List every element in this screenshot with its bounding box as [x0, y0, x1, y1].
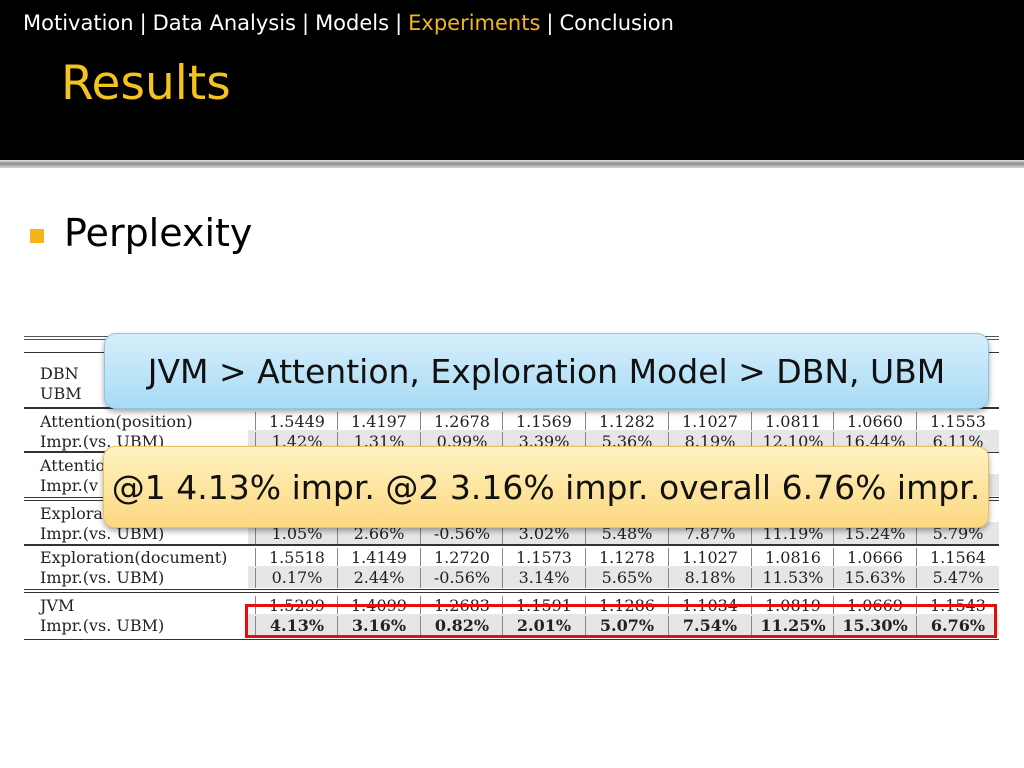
table-cell: 15.24%: [833, 524, 916, 544]
table-cell: 5.48%: [585, 524, 668, 544]
table-cell: 0.17%: [255, 568, 338, 588]
table-cell: 0.82%: [420, 616, 503, 636]
table-row-label: Impr.(vs. UBM): [40, 568, 165, 587]
table-cell: 1.05%: [255, 524, 338, 544]
table-cell: 15.63%: [833, 568, 916, 588]
breadcrumb: Motivation | Data Analysis | Models | Experime…: [23, 11, 674, 35]
ranking-callout: JVM > Attention, Exploration Model > DBN…: [104, 333, 989, 409]
table-row-label: Impr.(vs. UBM): [40, 524, 165, 543]
table-row-label: Impr.(v: [40, 476, 98, 495]
nav-item-experiments: Experiments: [408, 11, 541, 35]
improvement-callout-text: @1 4.13% impr. @2 3.16% impr. overall 6.…: [111, 467, 981, 507]
table-row-label: Exploration(document): [40, 548, 228, 567]
table-cell: 1.2720: [420, 548, 503, 568]
table-cell: 8.18%: [668, 568, 751, 588]
table-group-jvm: [24, 592, 999, 640]
bullet-perplexity: Perplexity: [64, 211, 253, 255]
header-divider: [0, 160, 1024, 168]
table-cell: 1.1282: [585, 412, 668, 432]
table-cell: 4.13%: [255, 616, 338, 636]
nav-item-models: Models: [315, 11, 390, 35]
table-cell: 2.66%: [337, 524, 420, 544]
table-cell: -0.56%: [420, 524, 503, 544]
slide-header: Motivation | Data Analysis | Models | Experime…: [0, 0, 1024, 160]
table-row: Impr.(vs. UBM) 4.13% 3.16% 0.82% 2.01% 5.07% 7…: [24, 614, 999, 636]
slide-title: Results: [61, 56, 231, 111]
table-cell: 11.25%: [751, 616, 834, 636]
table-cell: 1.1564: [916, 548, 999, 568]
nav-item-motivation: Motivation: [23, 11, 134, 35]
table-cell: 7.54%: [668, 616, 751, 636]
table-row: Impr.(vs. UBM) 0.17% 2.44% -0.56% 3.14% 5.65%…: [24, 566, 999, 588]
table-cell: 6.76%: [916, 616, 999, 636]
table-cell: 11.19%: [751, 524, 834, 544]
table-cell: 1.4197: [337, 412, 420, 432]
table-row: Exploration(document) 1.5518 1.4149 1.2720 1…: [24, 546, 999, 568]
bullet-square-icon: [30, 229, 44, 243]
table-cell: 1.1569: [502, 412, 585, 432]
table-cell: 1.1278: [585, 548, 668, 568]
table-cell: 1.0816: [751, 548, 834, 568]
table-cell: 5.47%: [916, 568, 999, 588]
table-cell: 1.5449: [255, 412, 338, 432]
nav-separator: |: [546, 11, 554, 35]
table-row: Attention(position) 1.5449 1.4197 1.2678 1.1…: [24, 410, 999, 432]
table-row-label: UBM: [40, 384, 82, 403]
table-cell: 5.65%: [585, 568, 668, 588]
table-cell: 3.14%: [502, 568, 585, 588]
improvement-callout: @1 4.13% impr. @2 3.16% impr. overall 6.…: [103, 446, 989, 528]
table-cell: 1.0660: [833, 412, 916, 432]
nav-separator: |: [139, 11, 147, 35]
table-cell: 3.02%: [502, 524, 585, 544]
table-cell: 2.01%: [502, 616, 585, 636]
table-cell: 1.1553: [916, 412, 999, 432]
nav-separator: |: [395, 11, 403, 35]
table-cell: 1.0666: [833, 548, 916, 568]
table-cell: 7.87%: [668, 524, 751, 544]
table-group-exploration-document: [24, 544, 999, 590]
ranking-callout-text: JVM > Attention, Exploration Model > DBN…: [147, 351, 946, 391]
table-cell: 1.4149: [337, 548, 420, 568]
table-cell: 1.2678: [420, 412, 503, 432]
table-cell: 1.5518: [255, 548, 338, 568]
table-cell: 1.0811: [751, 412, 834, 432]
table-cell: 3.16%: [337, 616, 420, 636]
nav-item-data-analysis: Data Analysis: [152, 11, 296, 35]
table-cell: 11.53%: [751, 568, 834, 588]
table-cell: 1.1027: [668, 548, 751, 568]
table-cell: 5.79%: [916, 524, 999, 544]
nav-separator: |: [301, 11, 310, 35]
table-row-label: Impr.(vs. UBM): [40, 616, 165, 635]
table-cell: -0.56%: [420, 568, 503, 588]
table-cell: 15.30%: [833, 616, 916, 636]
table-cell: 2.44%: [337, 568, 420, 588]
jvm-highlight-box: [245, 604, 997, 638]
table-row-label: DBN: [40, 364, 79, 383]
table-row-label: Explora: [40, 504, 103, 523]
table-cell: 1.1573: [502, 548, 585, 568]
nav-item-conclusion: Conclusion: [559, 11, 674, 35]
table-cell: 1.1027: [668, 412, 751, 432]
table-row-label: Attention: [40, 456, 116, 475]
table-row-label: Attention(position): [40, 412, 193, 431]
table-cell: 5.07%: [585, 616, 668, 636]
table-row-label: JVM: [40, 596, 75, 615]
